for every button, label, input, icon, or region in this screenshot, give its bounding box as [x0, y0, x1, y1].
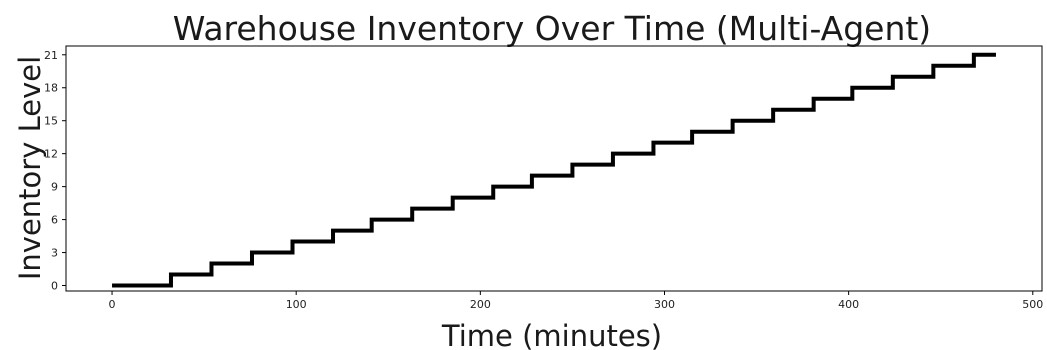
series-layer	[112, 52, 996, 288]
x-axis-label: Time (minutes)	[441, 319, 662, 350]
y-tick-label: 12	[44, 148, 58, 161]
y-tick-label: 15	[44, 115, 58, 128]
y-tick-label: 21	[44, 49, 58, 62]
y-axis: 0 3 6 9 12 15 18 21	[44, 49, 66, 293]
y-tick-label: 3	[51, 247, 58, 260]
x-tick-label: 200	[470, 298, 491, 311]
x-axis: 0 100 200 300 400 500	[109, 291, 1043, 311]
x-tick-label: 300	[654, 298, 675, 311]
y-tick-label: 9	[51, 181, 58, 194]
y-tick-label: 0	[51, 280, 58, 293]
y-axis-label: Inventory Level	[13, 56, 47, 280]
x-tick-label: 500	[1022, 298, 1043, 311]
x-tick-label: 0	[109, 298, 116, 311]
chart-title: Warehouse Inventory Over Time (Multi-Age…	[173, 9, 931, 48]
y-tick-label: 18	[44, 82, 58, 95]
x-tick-label: 100	[286, 298, 307, 311]
inventory-step-line	[112, 52, 996, 288]
x-tick-label: 400	[838, 298, 859, 311]
y-tick-label: 6	[51, 214, 58, 227]
plot-area-frame	[65, 45, 1043, 292]
